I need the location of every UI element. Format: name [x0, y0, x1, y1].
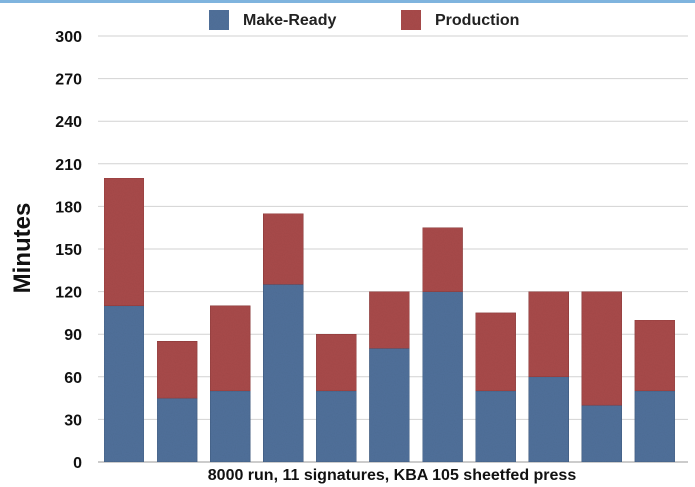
y-tick-label: 240 — [55, 114, 82, 131]
y-tick-label: 0 — [73, 455, 82, 472]
bar-production — [369, 291, 410, 349]
bar-production — [634, 319, 676, 392]
bar-make-ready — [475, 390, 516, 463]
y-tick-label: 300 — [55, 29, 82, 46]
bar-production — [422, 227, 463, 292]
bar-production — [262, 213, 304, 285]
bar-make-ready — [581, 404, 623, 463]
bar-production — [528, 291, 570, 378]
bar-production — [156, 340, 198, 399]
legend-swatch-production — [401, 10, 421, 30]
bar-make-ready — [422, 291, 463, 463]
bar-production — [475, 312, 516, 392]
y-tick-label: 60 — [64, 370, 82, 387]
y-tick-label: 120 — [55, 285, 82, 302]
bar-make-ready — [103, 305, 145, 463]
y-tick-label: 30 — [64, 412, 82, 429]
bar-make-ready — [316, 390, 357, 463]
y-tick-label: 210 — [55, 157, 82, 174]
bar-make-ready — [634, 390, 676, 463]
y-axis-title: Minutes — [9, 203, 36, 294]
bar-make-ready — [369, 348, 410, 463]
bar-make-ready — [209, 390, 251, 463]
bar-production — [209, 305, 251, 392]
top-border — [0, 0, 695, 3]
bar-make-ready — [156, 397, 198, 463]
bar-make-ready — [528, 376, 570, 463]
bars — [103, 177, 676, 463]
legend-label: Production — [435, 12, 519, 29]
y-tick-labels: 0 30 60 90 120 150 180 210 240 270 300 — [55, 29, 82, 472]
legend-swatch-make-ready — [209, 10, 229, 30]
x-axis-title: 8000 run, 11 signatures, KBA 105 sheetfe… — [208, 467, 577, 484]
y-tick-label: 90 — [64, 327, 82, 344]
y-tick-label: 270 — [55, 72, 82, 89]
legend: Make-Ready Production — [209, 10, 519, 30]
bar-production — [581, 291, 623, 406]
y-tick-label: 180 — [55, 199, 82, 216]
y-tick-label: 150 — [55, 242, 82, 259]
bar-make-ready — [262, 284, 304, 463]
legend-label: Make-Ready — [243, 12, 336, 29]
bar-production — [316, 333, 357, 392]
bar-production — [103, 177, 145, 307]
